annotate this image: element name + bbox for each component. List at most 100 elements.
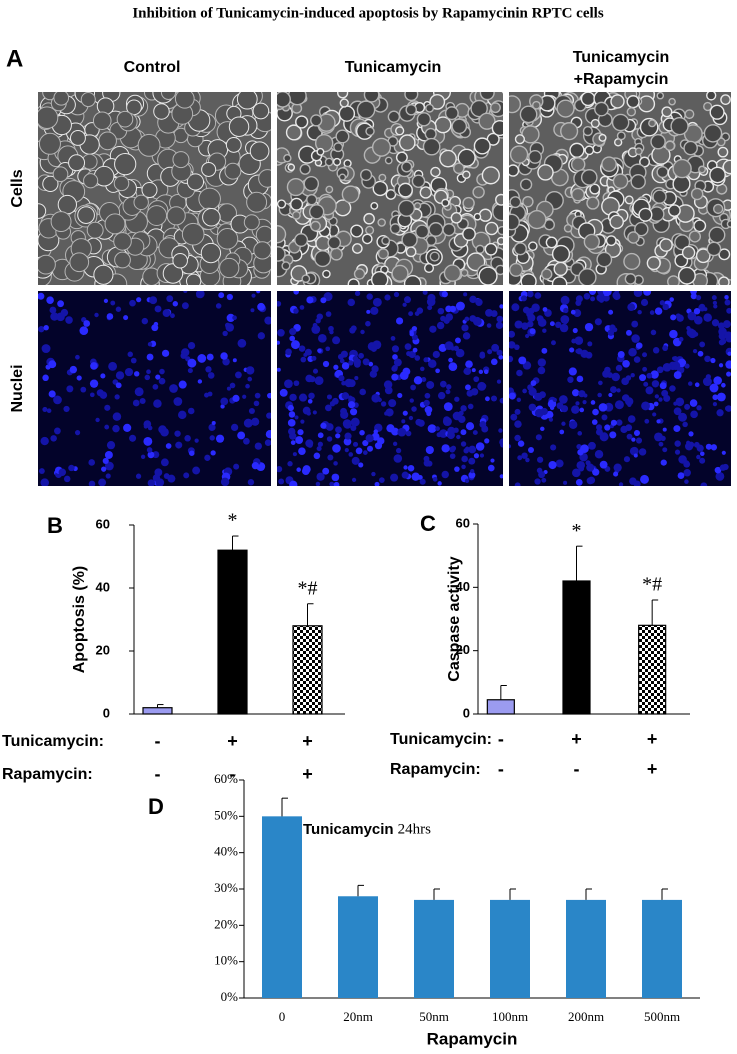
nucleus <box>102 457 109 464</box>
cell <box>509 95 522 114</box>
x-tick-label: 50nm <box>419 1009 449 1024</box>
nucleus <box>374 481 380 486</box>
nucleus <box>435 368 440 374</box>
cell <box>405 246 417 258</box>
nucleus <box>538 471 546 479</box>
cell <box>706 92 717 101</box>
nucleus <box>669 385 676 392</box>
nucleus <box>406 351 412 357</box>
nucleus <box>53 395 62 405</box>
column-label: Tunicamycin <box>573 49 670 66</box>
nucleus <box>510 413 518 421</box>
nucleus <box>625 375 632 381</box>
y-tick-label: 60 <box>96 516 110 531</box>
cell <box>224 162 242 180</box>
nucleus <box>187 341 196 350</box>
nucleus <box>673 407 682 416</box>
nucleus <box>210 450 216 456</box>
nucleus <box>344 378 354 388</box>
cell <box>703 101 713 112</box>
cell <box>162 263 184 284</box>
nucleus <box>633 429 641 437</box>
nucleus <box>169 384 178 393</box>
nucleus <box>447 431 455 440</box>
cell <box>667 204 681 218</box>
bar <box>566 899 606 998</box>
cell <box>404 92 419 102</box>
y-tick-label: 30% <box>214 880 238 895</box>
nucleus <box>611 372 620 382</box>
cell <box>453 162 465 175</box>
nucleus <box>232 394 240 402</box>
cell <box>141 182 158 199</box>
bar <box>490 899 530 998</box>
x-tick-label: 0 <box>279 1009 286 1024</box>
cell <box>462 170 471 179</box>
nucleus <box>247 479 255 486</box>
cell <box>580 169 598 186</box>
nucleus <box>341 362 350 370</box>
nucleus <box>42 406 48 412</box>
cell <box>672 158 692 179</box>
nucleus <box>347 395 353 400</box>
nucleus <box>207 372 215 379</box>
nucleus <box>571 405 580 414</box>
nucleus <box>711 295 717 301</box>
micrograph <box>509 92 731 285</box>
annotation: Tunicamycin <box>303 821 394 838</box>
cell <box>484 221 499 236</box>
nucleus <box>322 467 330 475</box>
nucleus <box>388 399 397 408</box>
nucleus <box>654 394 660 399</box>
nucleus <box>437 481 442 486</box>
micrograph <box>509 291 731 486</box>
nucleus <box>243 418 253 428</box>
nucleus <box>662 447 668 453</box>
nucleus <box>499 474 503 479</box>
nucleus <box>159 368 165 375</box>
nucleus <box>673 371 682 379</box>
cell <box>586 196 600 210</box>
cell <box>198 187 221 211</box>
nucleus <box>264 316 271 325</box>
nucleus <box>322 360 330 368</box>
nucleus <box>669 297 674 302</box>
nucleus <box>721 450 726 455</box>
cell <box>473 212 482 221</box>
cell <box>38 106 59 130</box>
cell <box>720 94 731 106</box>
nucleus <box>633 480 641 486</box>
nucleus <box>578 390 586 398</box>
nucleus <box>343 420 352 429</box>
cell <box>430 166 441 178</box>
cell <box>98 131 117 151</box>
nucleus <box>479 351 486 357</box>
nucleus <box>658 397 663 402</box>
cell <box>688 230 702 243</box>
nucleus <box>549 405 555 411</box>
cell <box>314 250 332 268</box>
row-label: Cells <box>9 169 26 207</box>
nucleus <box>579 407 585 413</box>
nucleus <box>135 473 142 479</box>
cell <box>509 164 520 177</box>
nucleus <box>54 427 61 435</box>
cell <box>291 210 301 220</box>
cell <box>38 132 61 155</box>
cell <box>473 137 491 155</box>
cell <box>371 137 392 157</box>
nucleus <box>660 459 667 466</box>
cell <box>93 264 114 285</box>
nucleus <box>326 436 333 442</box>
nucleus <box>290 340 300 350</box>
nucleus <box>96 389 104 397</box>
cell <box>541 268 553 280</box>
nucleus <box>693 308 701 315</box>
nucleus <box>490 458 495 463</box>
nucleus <box>525 457 530 463</box>
cell <box>509 196 522 209</box>
nucleus <box>694 382 700 388</box>
nucleus <box>528 403 537 412</box>
cell <box>717 146 729 158</box>
